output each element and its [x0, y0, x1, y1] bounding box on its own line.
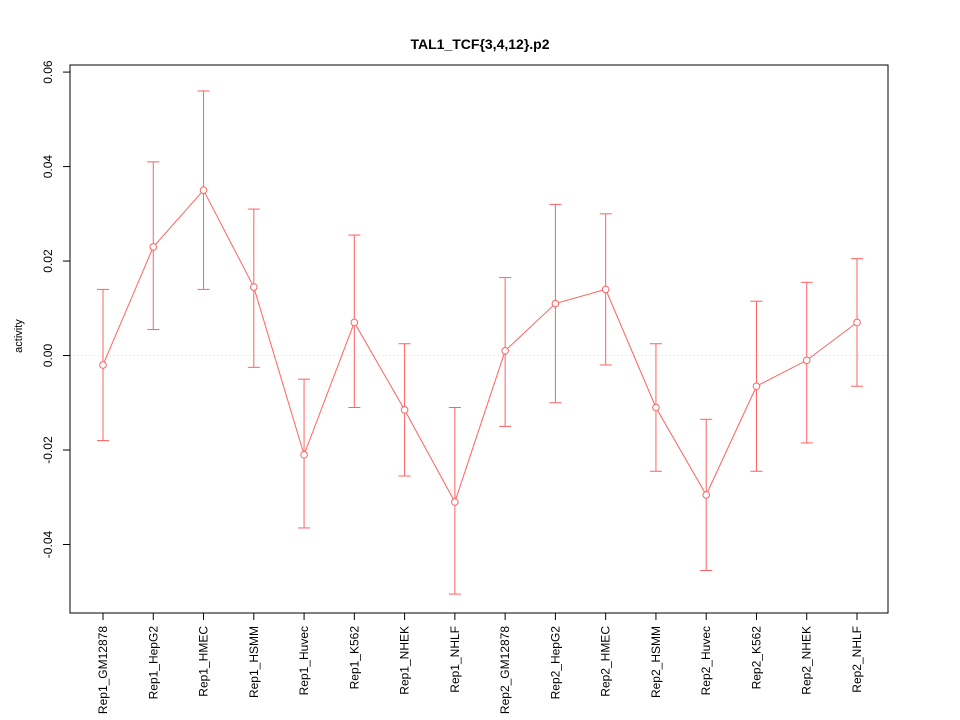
x-tick-label: Rep1_NHLF — [448, 626, 462, 693]
x-tick-label: Rep2_NHEK — [800, 626, 814, 695]
series-line — [102, 189, 858, 504]
data-point — [652, 403, 660, 412]
data-point — [752, 382, 761, 391]
data-point — [350, 318, 359, 327]
data-point — [149, 243, 158, 251]
x-tick-label: Rep2_HepG2 — [548, 626, 562, 700]
x-tick-label: Rep2_HMEC — [599, 626, 613, 697]
x-tick-label: Rep1_HSMM — [247, 626, 261, 698]
x-tick-label: Rep1_Huvec — [297, 626, 311, 695]
chart-title: TAL1_TCF{3,4,12}.p2 — [410, 36, 550, 52]
data-point — [702, 491, 711, 499]
data-point — [451, 498, 459, 506]
x-tick-label: Rep1_NHEK — [398, 626, 412, 695]
plot-border — [69, 64, 889, 614]
data-point — [99, 361, 107, 369]
data-point — [199, 186, 208, 194]
x-tick-label: Rep1_HMEC — [197, 626, 211, 697]
y-tick-label: 0.06 — [41, 60, 55, 84]
x-tick-label: Rep2_Huvec — [699, 626, 713, 695]
data-point — [400, 406, 409, 414]
y-tick-label: -0.02 — [41, 436, 55, 464]
y-axis-title: activity — [13, 319, 25, 353]
y-tick-label: 0.00 — [41, 344, 55, 368]
data-point — [551, 299, 560, 308]
data-point — [250, 283, 258, 291]
data-point — [853, 318, 861, 327]
data-point — [601, 285, 610, 294]
x-tick-label: Rep1_K562 — [347, 626, 361, 690]
x-tick-label: Rep1_GM12878 — [96, 626, 110, 714]
y-tick-label: -0.04 — [41, 531, 55, 559]
y-tick-label: 0.02 — [41, 249, 55, 273]
x-tick-label: Rep1_HepG2 — [146, 626, 160, 700]
data-point — [300, 450, 308, 459]
x-tick-label: Rep2_K562 — [749, 626, 763, 690]
y-tick-label: 0.04 — [41, 155, 55, 179]
x-tick-label: Rep2_HSMM — [649, 626, 663, 698]
data-point — [802, 356, 811, 365]
x-tick-label: Rep2_GM12878 — [498, 626, 512, 714]
data-point — [501, 347, 509, 355]
x-tick-label: Rep2_NHLF — [850, 626, 864, 693]
